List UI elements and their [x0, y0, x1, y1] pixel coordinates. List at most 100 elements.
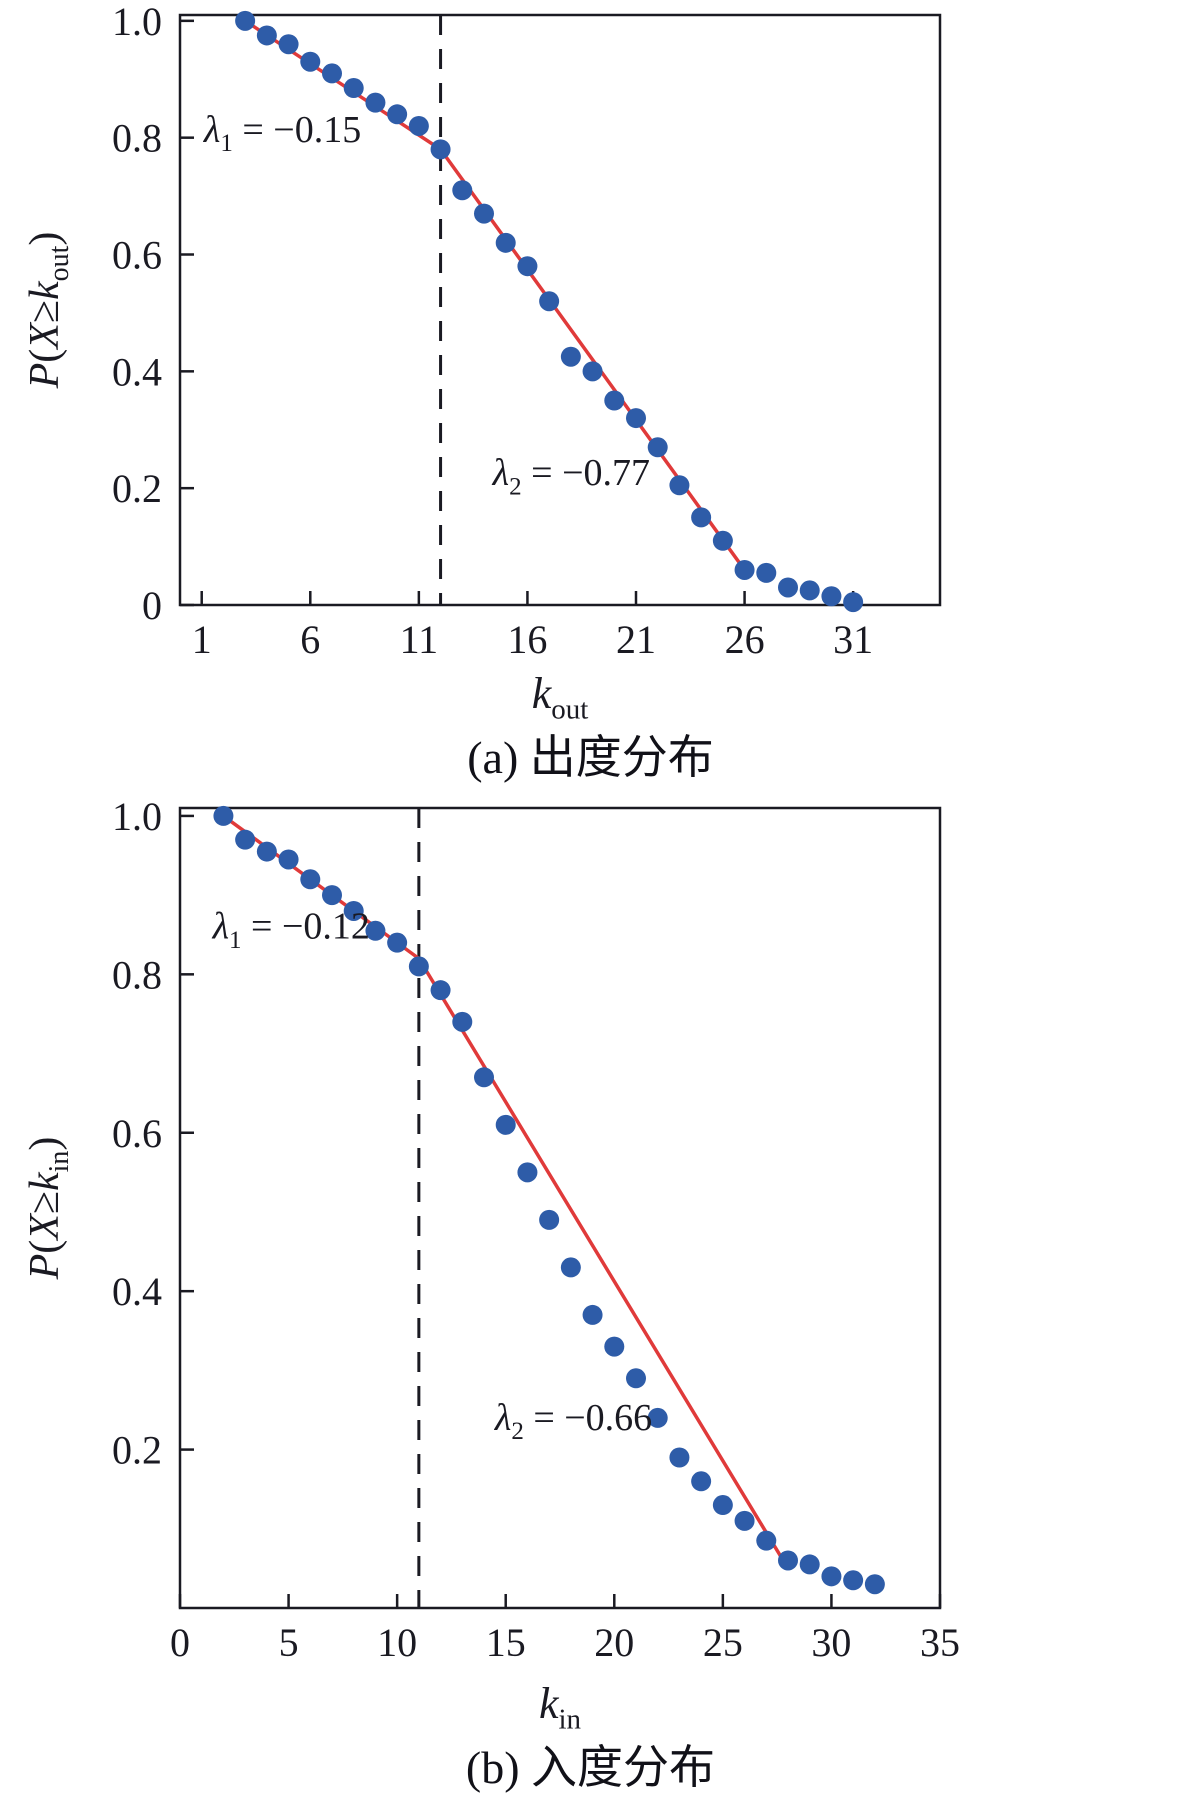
data-point [669, 1447, 690, 1468]
y-tick-label: 0.2 [112, 1428, 162, 1473]
data-point [778, 577, 798, 598]
figure-in-degree: 0 5 10 15 20 25 30 35 0.2 0.4 0.6 0.8 1.0 λ1 = −0.12 λ… [0, 790, 1181, 1800]
data-point [256, 25, 277, 46]
data-point [756, 562, 777, 583]
x-tick-label: 21 [616, 617, 656, 662]
data-point [430, 139, 451, 160]
data-point [821, 586, 842, 607]
data-point [387, 104, 408, 125]
data-point [343, 78, 364, 99]
data-point [799, 1554, 820, 1575]
x-axis-label: kin [539, 1679, 582, 1736]
data-point [843, 592, 864, 613]
data-point [300, 51, 321, 72]
y-tick-label: 0.6 [112, 233, 162, 278]
data-point [669, 475, 690, 496]
x-tick-label: 25 [703, 1620, 743, 1665]
figure-out-degree: 1 6 11 16 21 26 31 0 0.2 0.4 0.6 0.8 1.0 λ1 = −0.15 λ2… [0, 0, 1181, 790]
y-axis-label: P(X≥kout) [22, 232, 75, 390]
data-point [778, 1550, 798, 1571]
data-point [430, 980, 451, 1001]
lambda2-annotation: λ2 = −0.66 [494, 1397, 652, 1445]
data-point [691, 507, 712, 528]
data-point [843, 1570, 864, 1591]
data-point [799, 580, 820, 601]
data-point [626, 408, 646, 429]
y-tick-label: 0.4 [112, 1269, 162, 1314]
lambda1-annotation: λ1 = −0.15 [203, 109, 361, 157]
data-point [734, 1510, 755, 1531]
y-tick-label: 0.6 [112, 1111, 162, 1156]
data-point [604, 390, 625, 411]
data-point [604, 1336, 625, 1357]
data-point [517, 1162, 538, 1183]
data-point [343, 900, 364, 921]
data-point [582, 1304, 603, 1325]
x-tick-label: 6 [300, 617, 320, 662]
data-point [560, 1257, 581, 1278]
data-point [278, 849, 299, 870]
data-point [256, 841, 277, 862]
data-point [560, 346, 581, 367]
data-point [322, 63, 342, 84]
x-tick-label: 15 [486, 1620, 526, 1665]
data-point [452, 1011, 473, 1032]
x-tick-label: 16 [507, 617, 547, 662]
in-degree-distribution-chart: 0 5 10 15 20 25 30 35 0.2 0.4 0.6 0.8 1.0 λ1 = −0.12 λ… [22, 794, 960, 1736]
data-point [495, 1114, 516, 1135]
x-tick-label: 30 [811, 1620, 851, 1665]
data-point [235, 829, 256, 850]
x-tick-label: 31 [833, 617, 873, 662]
data-point [821, 1566, 842, 1587]
data-point [712, 1495, 733, 1516]
data-point [517, 256, 538, 277]
x-tick-label: 0 [170, 1620, 190, 1665]
plot-frame [178, 806, 942, 1610]
x-tick-label: 26 [725, 617, 765, 662]
y-tick-label: 1.0 [112, 0, 162, 44]
fit-line-segment [221, 814, 421, 961]
data-point [452, 180, 473, 201]
lambda1-annotation: λ1 = −0.12 [212, 906, 370, 954]
lambda2-annotation: λ2 = −0.77 [492, 452, 650, 500]
y-axis-label: P(X≥kin) [22, 1137, 75, 1281]
data-point [300, 869, 321, 890]
data-point [626, 1368, 646, 1389]
x-tick-label: 5 [279, 1620, 299, 1665]
data-point [365, 92, 386, 113]
y-tick-label: 0 [142, 583, 162, 628]
caption-in-degree: (b) 入度分布 [465, 1742, 716, 1793]
x-axis-label: kout [532, 669, 589, 726]
data-point [539, 291, 560, 312]
data-point [864, 1574, 885, 1595]
data-point [322, 885, 342, 906]
caption-out-degree: (a) 出度分布 [467, 732, 714, 783]
x-tick-label: 11 [400, 617, 439, 662]
data-point [647, 437, 668, 458]
data-point [408, 956, 429, 977]
y-tick-label: 0.4 [112, 349, 162, 394]
plot-frame [178, 13, 942, 607]
data-point [474, 203, 494, 224]
y-tick-label: 0.8 [112, 952, 162, 997]
x-tick-label: 10 [377, 1620, 417, 1665]
data-point [539, 1209, 560, 1230]
data-point [691, 1471, 712, 1492]
data-point [474, 1067, 494, 1088]
x-tick-label: 1 [192, 617, 212, 662]
data-point [278, 34, 299, 55]
x-tick-label: 20 [594, 1620, 634, 1665]
data-point [235, 10, 256, 31]
data-point [756, 1530, 777, 1551]
data-point [408, 115, 429, 136]
data-point [647, 1407, 668, 1428]
data-point [495, 232, 516, 253]
y-tick-label: 0.8 [112, 116, 162, 161]
data-point [582, 361, 603, 382]
data-point [712, 530, 733, 551]
y-tick-label: 0.2 [112, 466, 162, 511]
fit-line-segment [417, 956, 790, 1571]
fit-line-segment [243, 19, 443, 152]
y-tick-label: 1.0 [112, 794, 162, 839]
